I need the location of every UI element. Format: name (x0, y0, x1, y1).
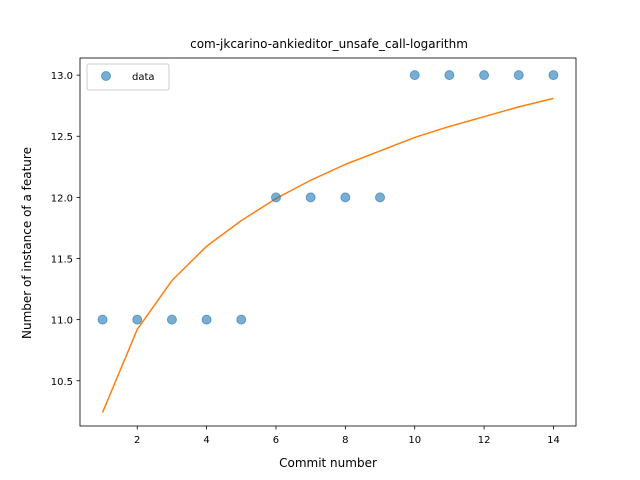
legend-frame (86, 63, 170, 91)
y-tick-label: 12.0 (51, 193, 73, 204)
chart-title: com-jkcarino-ankieditor_unsafe_call-loga… (190, 37, 468, 51)
axes-frame (79, 57, 577, 427)
data-point (513, 70, 524, 81)
y-tick-label: 10.5 (51, 377, 73, 388)
x-tick-label: 8 (342, 435, 348, 446)
y-tick-label: 13.0 (51, 71, 73, 82)
y-tick-label: 11.0 (51, 316, 73, 327)
x-tick-label: 2 (134, 435, 140, 446)
data-point (409, 70, 420, 81)
data-point (270, 192, 281, 203)
x-tick-label: 6 (273, 435, 279, 446)
data-point (305, 192, 316, 203)
y-axis-label: Number of instance of a feature (20, 147, 34, 339)
data-point (548, 70, 559, 81)
legend-marker-data (101, 71, 111, 81)
legend: data (86, 63, 170, 91)
x-axis-label: Commit number (279, 456, 377, 470)
data-point (166, 314, 177, 325)
x-tick-label: 14 (547, 435, 560, 446)
x-tick-label: 10 (408, 435, 421, 446)
data-point (236, 314, 247, 325)
x-tick-label: 4 (203, 435, 209, 446)
data-point (444, 70, 455, 81)
fit-line (101, 97, 554, 413)
x-tick-label: 12 (478, 435, 491, 446)
plot-area: 2 4 6 8 10 12 14 10.5 11.0 11.5 12.0 12.5 13.0 (51, 57, 577, 446)
y-tick-label: 12.5 (51, 132, 73, 143)
data-point (97, 314, 108, 325)
legend-label-data: data (132, 72, 155, 83)
data-point (375, 192, 386, 203)
data-point (479, 70, 490, 81)
data-point (201, 314, 212, 325)
data-point (132, 314, 143, 325)
y-tick-label: 11.5 (51, 255, 73, 266)
data-point (340, 192, 351, 203)
